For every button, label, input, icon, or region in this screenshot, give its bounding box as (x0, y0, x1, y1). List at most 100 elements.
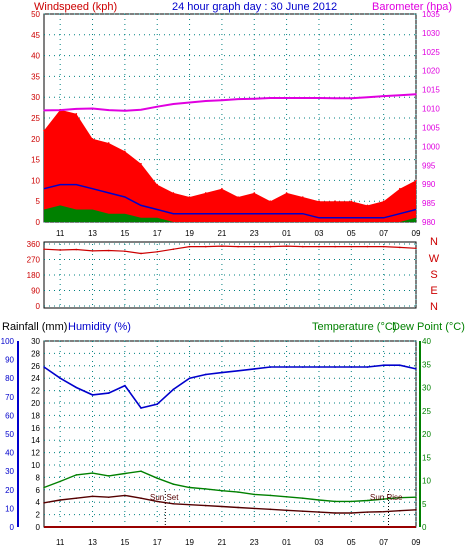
windspeed-label: Windspeed (kph) (34, 1, 117, 13)
dewpoint-point (253, 507, 256, 510)
wind-direction-point (188, 245, 191, 248)
wind-direction-point (334, 245, 336, 248)
baro-y-tick-label: 995 (422, 161, 436, 170)
barometer-point (366, 96, 369, 98)
dewpoint-point (382, 510, 385, 513)
wind-min-area (44, 205, 416, 222)
temp-y-tick-label: 40 (422, 337, 431, 346)
temp-x-tick-label: 07 (379, 538, 388, 547)
wind-direction-point (75, 248, 78, 251)
barometer-point (107, 109, 110, 111)
barometer-point (285, 97, 288, 99)
wind-x-tick-label: 11 (56, 229, 65, 238)
barometer-point (350, 97, 353, 100)
temperature-point (124, 472, 126, 475)
dewpoint-point (399, 509, 401, 512)
barometer-point (75, 108, 78, 110)
compass-label: S (430, 269, 437, 281)
dewpoint-point (107, 496, 110, 499)
temperature-point (91, 472, 94, 474)
baro-y-tick-label: 990 (422, 180, 436, 189)
wind-direction-point (269, 245, 272, 248)
wind-gust-point (399, 187, 401, 190)
temp-x-tick-label: 01 (282, 538, 291, 547)
temp-x-tick-label: 21 (217, 538, 226, 547)
wind-gust-point (156, 183, 159, 186)
wind-average-line (43, 183, 417, 219)
rain-y-tick-label: 12 (31, 449, 40, 458)
temperature-point (415, 496, 417, 499)
compass-label: E (430, 285, 437, 297)
wind-direction-point (43, 248, 45, 250)
humidity-point (318, 366, 320, 368)
temp-x-tick-label: 23 (250, 538, 259, 547)
baro-y-tick-label: 985 (422, 199, 436, 208)
wind-x-tick-label: 21 (217, 229, 226, 238)
wind-gust-point (269, 200, 272, 202)
rain-y-tick-label: 30 (31, 337, 40, 346)
wind-gust-point (318, 200, 320, 202)
temp-x-tick-label: 13 (88, 538, 97, 547)
temperature-point (366, 499, 369, 502)
temperature-point (43, 486, 45, 489)
rain-y-tick-label: 10 (31, 461, 40, 470)
dewpoint-point (237, 506, 239, 509)
compass-label: W (429, 253, 440, 265)
humidity-y-tick-label: 30 (5, 467, 14, 476)
temp-x-tick-label: 05 (347, 538, 356, 547)
wind-gust-point (366, 204, 369, 207)
barometer-point (253, 97, 256, 100)
humidity-point (221, 371, 223, 374)
dewpoint-point (301, 510, 304, 512)
wind-direction-point (237, 245, 239, 248)
humidity-point (415, 368, 417, 370)
temperature-point (318, 499, 320, 501)
rain-y-tick-label: 2 (36, 511, 41, 520)
temp-y-tick-label: 30 (422, 384, 431, 393)
compass-label: N (430, 301, 438, 313)
wind-y-tick-label: 30 (31, 93, 40, 102)
temperature-point (301, 497, 304, 499)
humidity-point (399, 364, 401, 366)
barometer-point (43, 109, 45, 112)
dir-y-tick-label: 270 (27, 256, 41, 265)
wind-x-tick-label: 01 (282, 229, 291, 238)
temperature-point (221, 489, 223, 492)
baro-y-tick-label: 1015 (422, 86, 440, 95)
temperature-point (140, 470, 142, 473)
humidity-point (75, 386, 78, 389)
rain-y-tick-label: 22 (31, 387, 40, 396)
wind-direction-point (350, 245, 353, 248)
dewpoint-point (59, 499, 61, 501)
dewpoint-label: Dew Point (°C) (392, 321, 465, 333)
humidity-point (301, 366, 304, 368)
temp-y-tick-label: 5 (422, 500, 427, 509)
dir-y-tick-label: 0 (36, 302, 41, 311)
wind-gust-point (107, 142, 110, 144)
dewpoint-point (91, 495, 94, 498)
rain-y-tick-label: 26 (31, 362, 40, 371)
barometer-point (59, 109, 61, 111)
humidity-point (59, 377, 61, 380)
temperature-point (172, 483, 175, 486)
dewpoint-point (366, 511, 369, 513)
temperature-point (107, 475, 110, 477)
temperature-point (285, 495, 288, 498)
barometer-point (188, 101, 191, 104)
graph-title: 24 hour graph day : 30 June 2012 (172, 1, 337, 13)
humidity-point (107, 392, 110, 394)
wind-direction-point (140, 252, 142, 255)
barometer-point (334, 97, 336, 100)
wind-x-tick-label: 23 (250, 229, 259, 238)
barometer-point (124, 110, 126, 112)
temp-panel-frame (43, 340, 417, 528)
wind-direction-point (382, 245, 385, 248)
wind-y-tick-label: 20 (31, 135, 40, 144)
barometer-point (382, 95, 385, 97)
humidity-point (156, 403, 159, 406)
wind-x-tick-label: 17 (153, 229, 162, 238)
wind-direction-point (124, 250, 126, 253)
wind-gust-point (350, 200, 353, 202)
humidity-line (43, 364, 417, 409)
